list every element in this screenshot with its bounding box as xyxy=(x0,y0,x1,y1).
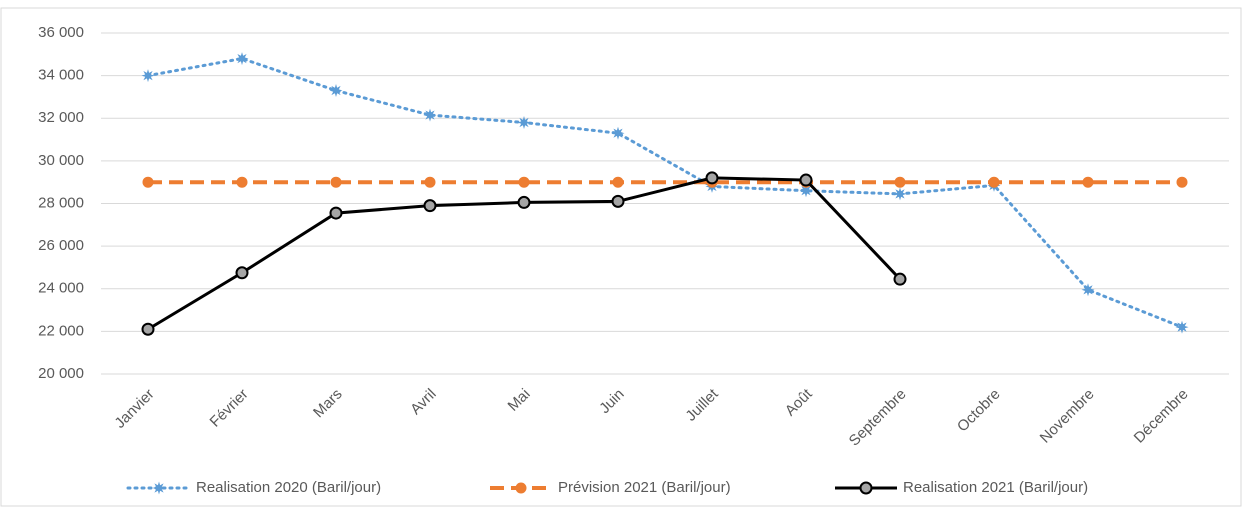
marker xyxy=(611,194,625,208)
y-tick-label: 20 000 xyxy=(38,365,84,382)
marker xyxy=(799,184,813,198)
y-tick-label: 28 000 xyxy=(38,194,84,211)
marker xyxy=(1081,283,1095,297)
chart-border xyxy=(0,7,1242,507)
marker xyxy=(330,176,342,188)
y-tick-label: 34 000 xyxy=(38,67,84,84)
marker xyxy=(329,206,343,220)
legend-marker xyxy=(152,481,166,495)
y-tick-label: 26 000 xyxy=(38,237,84,254)
marker xyxy=(612,176,624,188)
legend-label: Prévision 2021 (Baril/jour) xyxy=(558,479,731,496)
marker xyxy=(141,69,155,83)
marker xyxy=(236,176,248,188)
marker xyxy=(423,108,437,122)
marker xyxy=(142,176,154,188)
marker xyxy=(1176,176,1188,188)
series-line xyxy=(146,57,1184,329)
marker xyxy=(988,176,1000,188)
marker xyxy=(611,126,625,140)
marker xyxy=(517,195,531,209)
marker xyxy=(893,272,907,286)
legend-marker xyxy=(515,482,527,494)
marker xyxy=(423,199,437,213)
y-tick-label: 32 000 xyxy=(38,109,84,126)
legend-label: Realisation 2021 (Baril/jour) xyxy=(903,479,1088,496)
legend-item: Realisation 2020 (Baril/jour) xyxy=(126,479,381,496)
marker xyxy=(705,171,719,185)
marker xyxy=(517,116,531,129)
y-tick-label: 24 000 xyxy=(38,280,84,297)
marker xyxy=(893,187,907,201)
marker xyxy=(141,322,155,336)
marker xyxy=(1082,176,1094,188)
marker xyxy=(235,52,249,66)
marker xyxy=(424,176,436,188)
legend-marker xyxy=(859,481,873,495)
marker xyxy=(799,173,813,187)
marker xyxy=(518,176,530,188)
legend-label: Realisation 2020 (Baril/jour) xyxy=(196,479,381,496)
legend-item: Realisation 2021 (Baril/jour) xyxy=(835,479,1088,496)
y-tick-label: 22 000 xyxy=(38,322,84,339)
marker xyxy=(1175,320,1189,334)
marker xyxy=(235,266,249,280)
marker xyxy=(329,84,343,97)
marker xyxy=(894,176,906,188)
y-tick-label: 36 000 xyxy=(38,24,84,41)
y-tick-label: 30 000 xyxy=(38,152,84,169)
legend-item: Prévision 2021 (Baril/jour) xyxy=(490,479,731,496)
